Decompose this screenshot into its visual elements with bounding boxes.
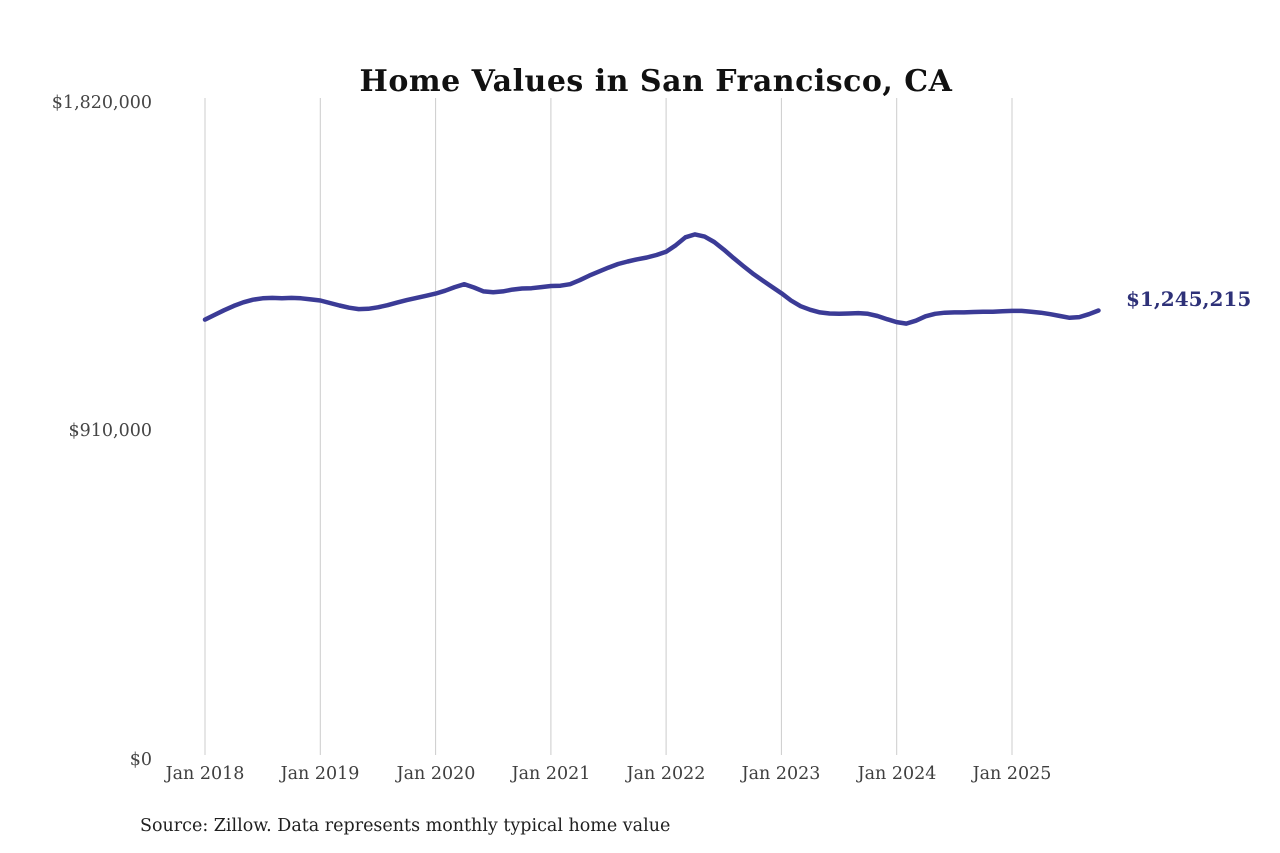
y-axis-tick-1820000: $1,820,000 xyxy=(51,93,152,113)
home-value-series-line xyxy=(202,232,1101,326)
x-axis-tick-jan-2024: Jan 2024 xyxy=(857,764,937,784)
x-axis-tick-jan-2023: Jan 2023 xyxy=(741,764,821,784)
y-axis-tick-0: $0 xyxy=(129,750,152,770)
x-axis-tick-jan-2020: Jan 2020 xyxy=(396,764,476,784)
current-value-label: $1,245,215 xyxy=(1126,287,1252,311)
y-axis-tick-910000: $910,000 xyxy=(68,421,152,441)
x-axis-tick-jan-2022: Jan 2022 xyxy=(626,764,706,784)
x-axis-tick-jan-2018: Jan 2018 xyxy=(165,764,245,784)
source-note: Source: Zillow. Data represents monthly … xyxy=(140,816,671,836)
x-axis-tick-jan-2025: Jan 2025 xyxy=(972,764,1052,784)
chart-title: Home Values in San Francisco, CA xyxy=(359,64,953,100)
x-axis-tick-jan-2019: Jan 2019 xyxy=(280,764,360,784)
x-axis-tick-jan-2021: Jan 2021 xyxy=(511,764,591,784)
